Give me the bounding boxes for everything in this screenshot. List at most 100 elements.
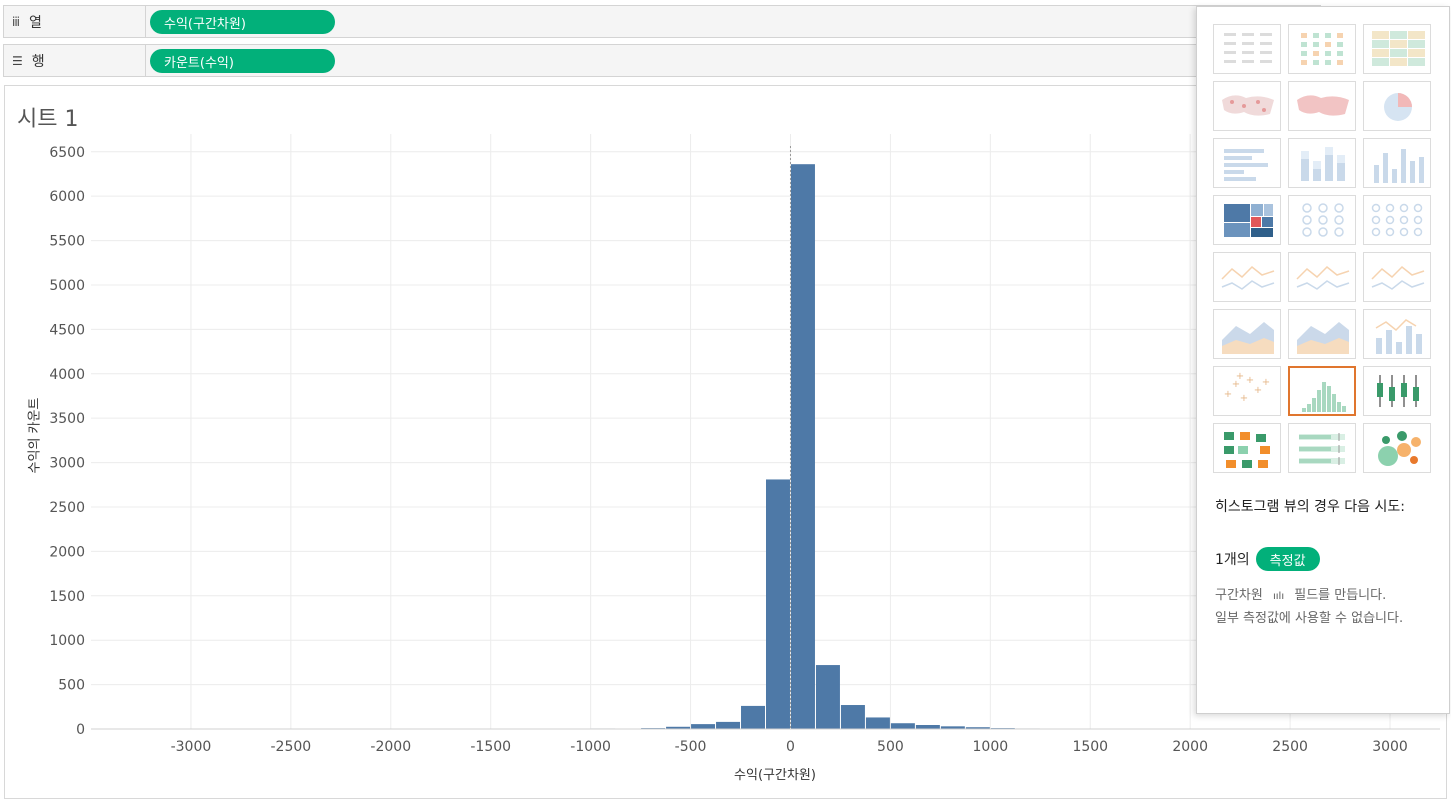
side-by-side-circles-glyph bbox=[1371, 203, 1423, 237]
showme-side-by-side-bars-icon[interactable] bbox=[1363, 138, 1431, 188]
showme-treemap-icon[interactable] bbox=[1213, 195, 1281, 245]
y-tick-label: 1000 bbox=[49, 633, 85, 649]
symbol-map-glyph bbox=[1222, 95, 1274, 116]
hint-title: 히스토그램 뷰의 경우 다음 시도: bbox=[1215, 499, 1405, 515]
x-tick-label: 1000 bbox=[973, 739, 1009, 755]
bin-field-icon: ıılı bbox=[1272, 591, 1285, 602]
histogram-bar bbox=[741, 705, 765, 729]
y-tick-label: 2500 bbox=[49, 500, 85, 516]
y-tick-label: 0 bbox=[76, 722, 85, 738]
showme-symbol-map-icon[interactable] bbox=[1213, 81, 1281, 131]
showme-bullet-graph-icon[interactable] bbox=[1288, 423, 1356, 473]
filled-map-glyph bbox=[1297, 95, 1349, 116]
heat-map-glyph bbox=[1301, 33, 1343, 65]
columns-pill[interactable]: 수익(구간차원) bbox=[150, 10, 335, 34]
svg-text:+: + bbox=[1246, 375, 1254, 386]
histogram-bar bbox=[865, 717, 890, 729]
hint-line-1: 구간차원 ıılı 필드를 만듭니다. bbox=[1215, 585, 1445, 608]
showme-filled-map-icon[interactable] bbox=[1288, 81, 1356, 131]
hint-create-label: 필드를 만듭니다. bbox=[1294, 588, 1387, 603]
showme-text-table-icon[interactable] bbox=[1213, 24, 1281, 74]
dual-lines-glyph bbox=[1371, 265, 1425, 290]
x-tick-label: -2000 bbox=[370, 739, 411, 755]
rows-shelf[interactable]: ☰ 행 카운트(수익) bbox=[3, 44, 1321, 77]
histogram-bar bbox=[965, 727, 990, 729]
svg-text:+: + bbox=[1232, 379, 1240, 390]
y-tick-label: 6500 bbox=[49, 145, 85, 161]
text-table-glyph bbox=[1224, 33, 1272, 63]
histogram-bar bbox=[790, 164, 815, 729]
scatter-plot-glyph: +++++++ bbox=[1224, 371, 1270, 404]
x-tick-label: -2500 bbox=[271, 739, 312, 755]
box-and-whisker-glyph bbox=[1377, 375, 1419, 407]
y-tick-label: 5500 bbox=[49, 234, 85, 250]
svg-text:+: + bbox=[1254, 385, 1262, 396]
svg-text:+: + bbox=[1240, 393, 1248, 404]
pie-chart-glyph bbox=[1384, 93, 1412, 121]
showme-pie-chart-icon[interactable] bbox=[1363, 81, 1431, 131]
showme-area-continuous-icon[interactable] bbox=[1213, 309, 1281, 359]
x-tick-label: -1000 bbox=[570, 739, 611, 755]
y-tick-label: 1500 bbox=[49, 589, 85, 605]
y-tick-label: 4000 bbox=[49, 367, 85, 383]
x-tick-label: -1500 bbox=[470, 739, 511, 755]
sheet-title: 시트 1 bbox=[17, 107, 79, 132]
show-me-panel: 히스토그램 뷰의 경우 다음 시도: 1개의 측정값 구간차원 ıılı 필드를… bbox=[1196, 6, 1450, 714]
histogram-bar bbox=[815, 665, 840, 729]
rows-label: 행 bbox=[31, 53, 45, 70]
highlight-table-glyph bbox=[1372, 31, 1425, 66]
x-tick-label: 3000 bbox=[1372, 739, 1408, 755]
histogram-bar bbox=[716, 721, 741, 729]
y-tick-label: 2000 bbox=[49, 544, 85, 560]
x-tick-label: 2000 bbox=[1172, 739, 1208, 755]
showme-circle-view-icon[interactable] bbox=[1288, 195, 1356, 245]
showme-area-discrete-icon[interactable] bbox=[1288, 309, 1356, 359]
showme-scatter-plot-icon[interactable]: + + + + + + + bbox=[1213, 366, 1281, 416]
histogram-bar bbox=[766, 479, 790, 729]
side-by-side-bars-glyph bbox=[1374, 149, 1424, 183]
showme-line-discrete-icon[interactable] bbox=[1288, 252, 1356, 302]
showme-horizontal-bars-icon[interactable] bbox=[1213, 138, 1281, 188]
treemap-glyph bbox=[1224, 204, 1273, 237]
y-tick-label: 3500 bbox=[49, 411, 85, 427]
circle-view-glyph bbox=[1302, 203, 1344, 237]
histogram-bar bbox=[840, 705, 865, 729]
stacked-bars-glyph bbox=[1301, 147, 1345, 181]
showme-gantt-chart-icon[interactable] bbox=[1213, 423, 1281, 473]
showme-stacked-bars-icon[interactable] bbox=[1288, 138, 1356, 188]
y-tick-label: 6000 bbox=[49, 189, 85, 205]
histogram-bar bbox=[940, 726, 965, 729]
y-tick-label: 5000 bbox=[49, 278, 85, 294]
y-tick-label: 500 bbox=[58, 678, 85, 694]
area-discrete-glyph bbox=[1297, 322, 1349, 354]
showme-histogram-icon[interactable] bbox=[1288, 366, 1356, 416]
hint-bin-label: 구간차원 bbox=[1215, 588, 1263, 603]
columns-icon: iii bbox=[12, 14, 20, 29]
histogram-bar bbox=[666, 726, 691, 729]
histogram-bar bbox=[915, 725, 940, 729]
showme-box-and-whisker-icon[interactable] bbox=[1363, 366, 1431, 416]
x-tick-label: 2500 bbox=[1272, 739, 1308, 755]
showme-dual-combination-icon[interactable] bbox=[1363, 309, 1431, 359]
packed-bubbles-glyph bbox=[1378, 431, 1421, 466]
hint-count: 1개의 bbox=[1215, 552, 1250, 568]
x-axis-title: 수익(구간차원) bbox=[734, 768, 816, 783]
columns-shelf-label: iii 열 bbox=[4, 6, 146, 37]
showme-line-continuous-icon[interactable] bbox=[1213, 252, 1281, 302]
showme-dual-lines-icon[interactable] bbox=[1363, 252, 1431, 302]
hint-line-2: 일부 측정값에 사용할 수 없습니다. bbox=[1215, 611, 1404, 626]
x-tick-label: 500 bbox=[877, 739, 904, 755]
rows-pill[interactable]: 카운트(수익) bbox=[150, 49, 335, 73]
hint-description: 구간차원 ıılı 필드를 만듭니다. 일부 측정값에 사용할 수 없습니다. bbox=[1215, 585, 1445, 630]
columns-shelf[interactable]: iii 열 수익(구간차원) bbox=[3, 5, 1321, 38]
x-tick-label: -3000 bbox=[171, 739, 212, 755]
showme-highlight-table-icon[interactable] bbox=[1363, 24, 1431, 74]
showme-heat-map-icon[interactable] bbox=[1288, 24, 1356, 74]
line-continuous-glyph bbox=[1221, 265, 1275, 290]
showme-side-by-side-circles-icon[interactable] bbox=[1363, 195, 1431, 245]
line-discrete-glyph bbox=[1296, 265, 1350, 290]
showme-packed-bubbles-icon[interactable] bbox=[1363, 423, 1431, 473]
histogram-glyph bbox=[1302, 382, 1346, 412]
histogram-bar bbox=[691, 724, 716, 729]
svg-text:+: + bbox=[1236, 371, 1244, 382]
